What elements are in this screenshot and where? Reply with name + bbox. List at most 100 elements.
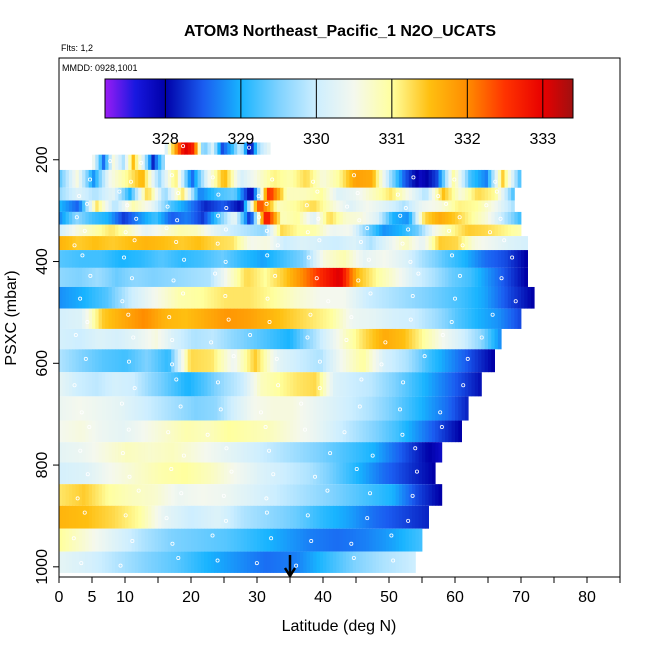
heatmap-cell — [174, 396, 179, 421]
heatmap-cell — [276, 236, 281, 251]
heatmap-cell — [253, 267, 258, 287]
heatmap-cell — [379, 551, 383, 573]
heatmap-cell — [316, 236, 321, 251]
heatmap-cell — [451, 396, 456, 421]
heatmap-cell — [161, 442, 165, 463]
heatmap-cell — [266, 211, 271, 225]
heatmap-cell — [293, 442, 297, 463]
heatmap-cell — [372, 505, 377, 529]
sample-marker — [294, 563, 299, 568]
heatmap-cell — [187, 328, 192, 350]
heatmap-cell — [332, 442, 337, 463]
heatmap-cell — [167, 142, 172, 155]
heatmap-cell — [167, 211, 172, 225]
heatmap-cell — [336, 224, 340, 237]
heatmap-cell — [108, 442, 113, 463]
heatmap-cell — [171, 442, 175, 463]
heatmap-cell — [468, 224, 472, 237]
heatmap-cell — [200, 505, 205, 529]
heatmap-cell — [349, 372, 354, 397]
heatmap-cell — [92, 442, 96, 463]
heatmap-cell — [138, 250, 142, 268]
heatmap-cell — [283, 267, 288, 287]
sample-marker — [306, 255, 311, 260]
heatmap-cell — [194, 505, 198, 529]
heatmap-cell — [220, 224, 225, 237]
heatmap-cell — [204, 372, 208, 397]
sample-marker — [499, 276, 504, 281]
heatmap-cell — [141, 328, 146, 350]
heatmap-cell — [151, 396, 156, 421]
heatmap-cell — [478, 308, 482, 329]
heatmap-cell — [468, 286, 472, 309]
heatmap-cell — [141, 528, 146, 552]
heatmap-cell — [372, 236, 377, 251]
heatmap-cell — [138, 551, 142, 573]
heatmap-cell — [339, 528, 344, 552]
heatmap-cell — [375, 372, 380, 397]
heatmap-cell — [299, 224, 304, 237]
heatmap-cell — [398, 442, 403, 463]
heatmap-cell — [171, 528, 175, 552]
heatmap-cell — [435, 442, 439, 463]
heatmap-cell — [395, 236, 400, 251]
heatmap-cell — [342, 462, 347, 485]
heatmap-cell — [210, 396, 215, 421]
heatmap-cell — [471, 308, 476, 329]
heatmap-cell — [299, 349, 304, 373]
heatmap-cell — [224, 442, 228, 463]
heatmap-cell — [349, 286, 354, 309]
heatmap-cell — [237, 528, 241, 552]
sample-marker — [370, 453, 375, 458]
heatmap-cell — [408, 328, 413, 350]
heatmap-cell — [72, 236, 76, 251]
heatmap-cell — [418, 420, 423, 443]
sample-marker — [129, 276, 134, 281]
heatmap-cell — [62, 250, 66, 268]
heatmap-cell — [438, 250, 443, 268]
heatmap-cell — [280, 169, 284, 188]
heatmap-cell — [158, 551, 162, 573]
heatmap-cell — [339, 420, 344, 443]
heatmap-cell — [111, 396, 116, 421]
heatmap-cell — [266, 328, 271, 350]
heatmap-cell — [418, 396, 423, 421]
heatmap-cell — [323, 442, 327, 463]
heatmap-cell — [395, 396, 400, 421]
heatmap-cell — [210, 528, 215, 552]
heatmap-cell — [385, 169, 390, 188]
sample-marker — [72, 243, 77, 248]
heatmap-cell — [144, 420, 149, 443]
heatmap-cell — [154, 286, 159, 309]
sample-marker — [314, 276, 319, 281]
heatmap-cell — [478, 328, 482, 350]
heatmap-cell — [121, 154, 126, 170]
heatmap-cell — [309, 396, 314, 421]
heatmap-cell — [283, 528, 288, 552]
heatmap-cell — [134, 349, 139, 373]
heatmap-cell — [108, 286, 113, 309]
heatmap-cell — [283, 169, 288, 188]
heatmap-cell — [214, 462, 218, 485]
heatmap-cell — [445, 187, 449, 201]
heatmap-cell — [75, 442, 80, 463]
heatmap-cell — [276, 328, 281, 350]
heatmap-cell — [408, 236, 413, 251]
heatmap-cell — [118, 462, 123, 485]
heatmap-cell — [118, 187, 123, 201]
sample-marker — [264, 496, 269, 501]
heatmap-cell — [62, 462, 66, 485]
sample-marker — [118, 563, 123, 568]
heatmap-cell — [59, 308, 63, 329]
heatmap-cell — [521, 267, 525, 287]
sample-marker — [303, 427, 308, 432]
heatmap-cell — [448, 286, 453, 309]
heatmap-cell — [151, 211, 156, 225]
heatmap-cell — [349, 396, 354, 421]
y-tick-label: 800 — [34, 452, 51, 479]
heatmap-cell — [263, 328, 268, 350]
heatmap-cell — [369, 286, 373, 309]
heatmap-cell — [161, 372, 165, 397]
heatmap-cell — [309, 187, 314, 201]
heatmap-cell — [181, 349, 185, 373]
